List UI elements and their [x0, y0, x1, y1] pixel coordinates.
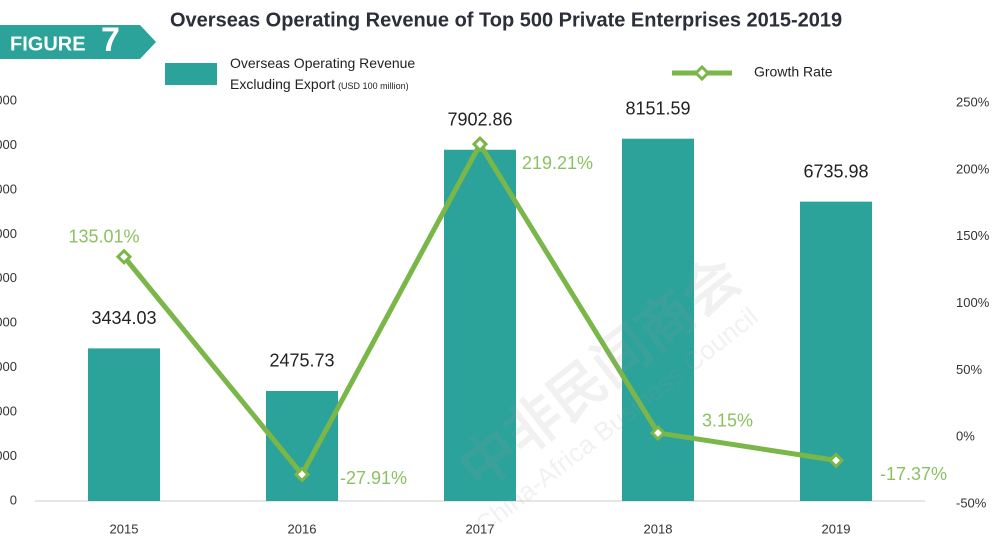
y2-tick-label: 100% [956, 295, 990, 310]
badge-bg [0, 25, 156, 59]
y-tick-label: 6000 [0, 226, 17, 241]
badge-number: 7 [101, 21, 120, 59]
growth-marker [827, 452, 845, 469]
growth-marker [115, 248, 133, 265]
y-tick-label: 2000 [0, 404, 17, 419]
legend-unit: (USD 100 million) [338, 81, 409, 91]
growth-value-label: -27.91% [340, 468, 407, 488]
y2-tick-label: 200% [956, 161, 990, 176]
legend-label: Overseas Operating Revenue Excluding Exp… [230, 53, 460, 97]
y-tick-label: 3000 [0, 359, 17, 374]
bar-value-label: 3434.03 [91, 308, 156, 328]
y-tick-label: 8000 [0, 137, 17, 152]
chart-title: Overseas Operating Revenue of Top 500 Pr… [170, 9, 842, 31]
growth-marker [471, 136, 489, 153]
y-tick-label: 4000 [0, 315, 17, 330]
growth-value-label: 3.15% [702, 411, 753, 431]
x-tick-label: 2018 [644, 521, 673, 536]
bar-value-label: 8151.59 [625, 98, 690, 118]
y2-tick-label: -50% [956, 495, 987, 510]
growth-marker [293, 466, 311, 483]
y2-tick-label: 250% [956, 94, 990, 109]
legend-label: Growth Rate [754, 64, 833, 80]
growth-marker [649, 424, 667, 442]
legend-name: Overseas Operating Revenue Excluding Exp… [230, 55, 416, 92]
bar [800, 201, 872, 501]
bar [88, 348, 160, 501]
bar-value-label: 7902.86 [447, 110, 512, 130]
growth-value-label: -17.37% [880, 464, 947, 484]
x-tick-label: 2015 [110, 521, 139, 536]
y-tick-label: 9000 [0, 92, 17, 107]
legend-marker [693, 64, 711, 82]
x-tick-label: 2017 [466, 521, 495, 536]
growth-value-label: 135.01% [68, 226, 139, 246]
y-tick-label: 1000 [0, 448, 17, 463]
y2-tick-label: 0% [956, 429, 975, 444]
bar [444, 149, 516, 501]
y-tick-label: 5000 [0, 270, 17, 285]
y2-tick-label: 150% [956, 228, 990, 243]
badge-text: FIGURE [10, 33, 86, 55]
y-tick-label: 7000 [0, 181, 17, 196]
legend-swatch [165, 63, 217, 85]
x-tick-label: 2016 [288, 521, 317, 536]
growth-value-label: 219.21% [522, 153, 593, 173]
bar-value-label: 6735.98 [803, 161, 868, 181]
bar-value-label: 2475.73 [269, 351, 334, 371]
x-tick-label: 2019 [822, 521, 851, 536]
y-tick-label: 0 [10, 492, 17, 507]
y2-tick-label: 50% [956, 362, 982, 377]
